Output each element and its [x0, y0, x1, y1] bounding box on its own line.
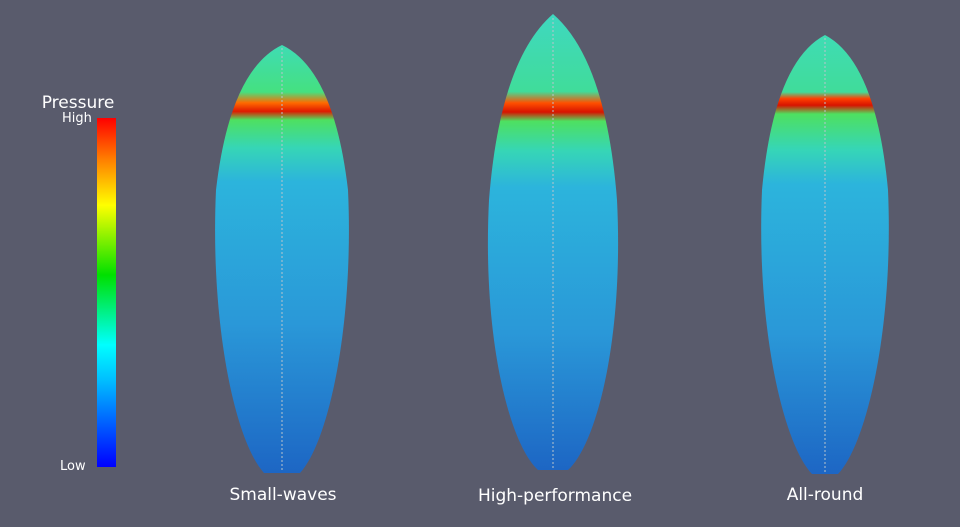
legend-low: Low [60, 459, 86, 474]
colorbar [97, 118, 116, 467]
board-label: High-performance [478, 486, 632, 506]
board-label: Small-waves [229, 485, 336, 505]
surfboard [215, 45, 349, 473]
legend-title: Pressure [42, 93, 115, 113]
legend-high: High [62, 111, 92, 126]
board-label: All-round [787, 485, 864, 505]
